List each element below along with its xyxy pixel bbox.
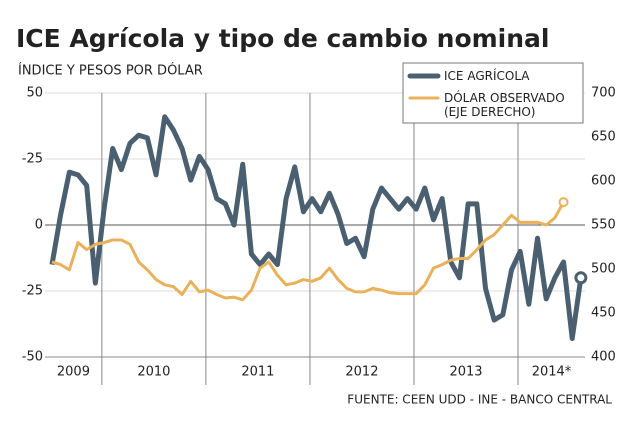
chart-title: ICE Agrícola y tipo de cambio nominal — [16, 24, 549, 53]
source: FUENTE: CEEN UDD - INE - BANCO CENTRAL — [347, 393, 612, 407]
y2-tick-label: 500 — [591, 262, 616, 277]
y2-tick-label: 600 — [591, 174, 616, 189]
legend-line: (EJE DERECHO) — [444, 105, 535, 119]
x-tick-label: 2011 — [241, 365, 274, 380]
series-line — [49, 114, 584, 342]
y2-tick-label: 400 — [591, 350, 616, 365]
legend-label: DÓLAR OBSERVADO (EJE DERECHO) — [444, 90, 565, 119]
y-tick-label: -25 — [22, 284, 43, 299]
x-tick-label: 2012 — [345, 365, 378, 380]
legend-line: ICE AGRÍCOLA — [444, 68, 530, 83]
y-tick-label: 50 — [26, 86, 43, 101]
legend-box — [402, 62, 584, 124]
chart-subtitle: ÍNDICE Y PESOS POR DÓLAR — [18, 63, 203, 79]
y-tick-label: -50 — [22, 350, 43, 365]
x-tick-label: 2010 — [137, 365, 170, 380]
y2-tick-label: 650 — [591, 130, 616, 145]
y-tick-label: 0 — [35, 218, 43, 233]
legend-line: DÓLAR OBSERVADO — [444, 90, 565, 105]
y2-tick-label: 550 — [591, 218, 616, 233]
end-marker — [574, 271, 588, 285]
x-tick-label: 2009 — [57, 365, 90, 380]
legend-label: ICE AGRÍCOLA — [444, 68, 530, 83]
x-tick-label: 2013 — [449, 365, 482, 380]
y2-tick-label: 700 — [591, 86, 616, 101]
series-line — [51, 201, 565, 302]
y-tick-label: -25 — [22, 152, 43, 167]
x-tick-label: 2014* — [532, 365, 572, 380]
end-marker — [558, 197, 569, 208]
y2-tick-label: 450 — [591, 306, 616, 321]
